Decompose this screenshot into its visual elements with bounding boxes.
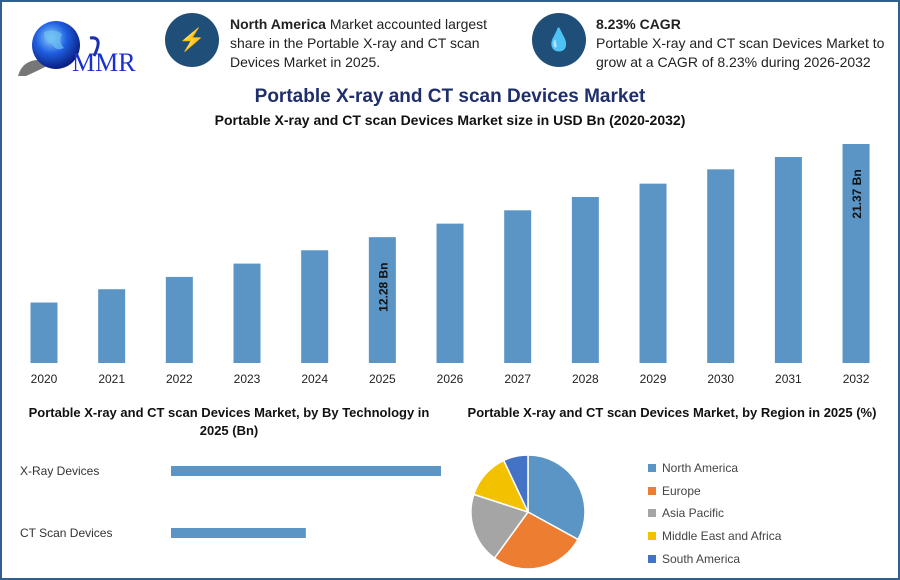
year-label-2023: 2023 [234,372,261,386]
bar-chart-title: Portable X-ray and CT scan Devices Marke… [214,112,686,128]
legend-item: North America [648,461,738,475]
legend-label: Europe [662,483,701,498]
data-label-2032: 21.37 Bn [850,169,864,218]
region-pie-chart [470,454,586,570]
pie-slice-north-america [527,454,586,541]
bar-2031 [774,157,802,363]
technology-chart-title: Portable X-ray and CT scan Devices Marke… [28,405,430,438]
year-label-2029: 2029 [640,372,667,386]
bar-2021 [98,289,126,363]
mmr-logo: MMR [14,18,139,78]
bar-2026 [436,223,464,363]
info-right-text: Portable X-ray and CT scan Devices Marke… [596,35,885,70]
pie-slice-asia-pacific [470,493,530,560]
info-right-bold: 8.23% CAGR [596,16,681,32]
growth-icon: 💧 [532,13,586,67]
year-label-2031: 2031 [775,372,802,386]
year-label-2022: 2022 [166,372,193,386]
bar-2032 [842,144,870,363]
year-label-2026: 2026 [437,372,464,386]
legend-swatch [648,464,656,472]
data-label-2025: 12.28 Bn [376,262,390,311]
year-label-2021: 2021 [98,372,125,386]
market-size-bar-chart: 2020 2021 2022 2023 2024 2025 12.28 Bn 2026 2027… [30,144,870,386]
bar-2027 [504,210,532,363]
pie-slice-south-america [502,454,529,513]
legend-label: Asia Pacific [662,506,725,521]
bar-2024 [301,250,329,363]
info-left: North America Market accounted largest s… [230,15,510,72]
globe-icon [18,21,100,76]
bar-2025 [368,237,396,363]
technology-bar-chart: X-Ray Devices CT Scan Devices [20,464,441,540]
lightning-icon: ⚡ [165,13,219,67]
bar-2030 [707,169,735,363]
legend-swatch [648,509,656,518]
year-label-2032: 2032 [843,372,870,386]
bar-2022 [165,276,193,363]
info-left-text: Market accounted largest share in the Po… [230,16,488,70]
bar-2028 [571,196,599,363]
legend-item: Middle East and Africa [648,529,781,543]
legend-label: Middle East and Africa [662,529,782,544]
legend-label: North America [662,461,739,475]
bar-2029 [639,183,667,363]
legend-swatch [648,532,656,541]
technology-bar [171,466,441,476]
page-title: Portable X-ray and CT scan Devices Marke… [254,86,646,107]
logo-text: MMR [72,48,136,77]
legend-swatch [648,554,656,563]
region-chart-title: Portable X-ray and CT scan Devices Marke… [467,405,877,420]
info-left-bold: North America [230,16,326,32]
legend-item: South America [648,552,740,566]
year-label-2027: 2027 [504,372,531,386]
technology-bar [171,528,306,538]
bar-2020 [30,302,58,363]
legend-item: Europe [648,484,701,498]
year-label-2030: 2030 [707,372,734,386]
year-label-2020: 2020 [31,372,58,386]
legend-item: Asia Pacific [648,506,724,520]
legend-swatch [648,486,656,495]
legend-label: South America [662,551,741,566]
bar-2023 [233,263,261,363]
year-label-2024: 2024 [301,372,328,386]
year-label-2028: 2028 [572,372,599,386]
category-label: X-Ray Devices [20,464,99,478]
pie-slice-europe [493,511,579,570]
category-label: CT Scan Devices [20,526,112,540]
year-label-2025: 2025 [369,372,396,386]
info-right: 8.23% CAGR Portable X-ray and CT scan Dev… [596,15,891,72]
